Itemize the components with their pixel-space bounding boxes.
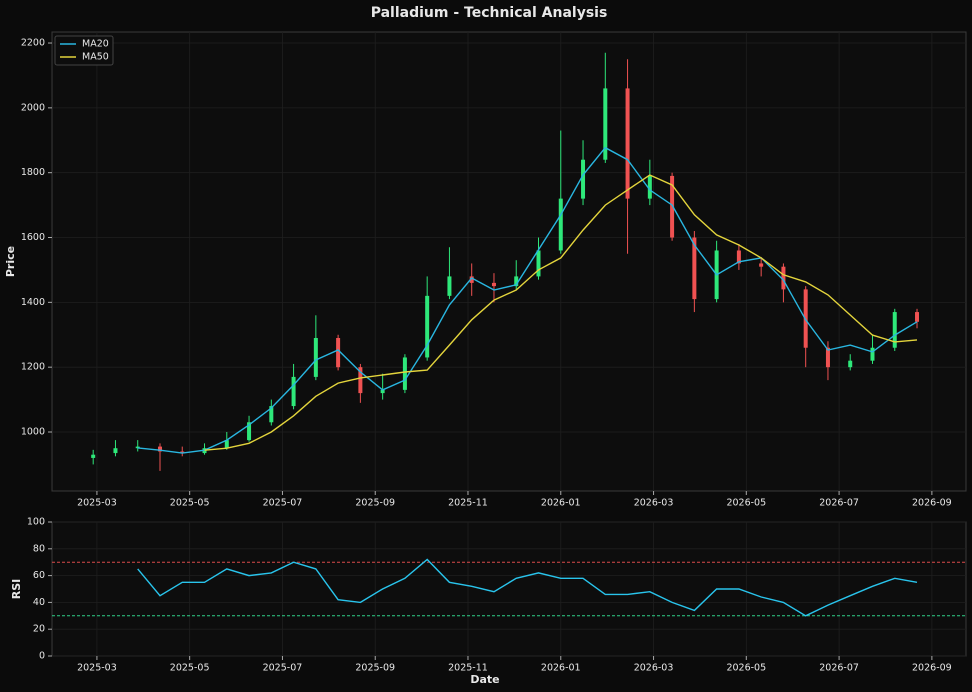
candle-body [892,312,897,348]
candle-body [180,451,185,454]
candle-body [491,282,496,287]
candle-body [825,347,830,368]
x-tick-label: 2025-03 [77,498,117,509]
legend-label: MA50 [82,52,109,63]
candle-body [358,367,363,394]
x-tick-label: 2026-05 [726,498,766,509]
y-tick-label: 60 [33,570,45,581]
x-tick-label: 2025-05 [170,498,210,509]
candle-body [402,357,407,390]
candle-body [469,276,474,283]
y-tick-label: 2200 [21,38,45,49]
x-tick-label: 2026-09 [912,498,952,509]
x-tick-label: 2025-09 [355,498,395,509]
rsi-line [137,558,918,617]
candle-body [336,338,341,368]
x-axis-label: Date [470,673,499,686]
x-tick-label: 2025-09 [355,663,395,674]
candle-body [269,406,274,423]
candle-body [848,360,853,368]
y-tick-label: 2000 [21,102,45,113]
candle-body [915,312,920,322]
x-tick-label: 2026-01 [541,498,581,509]
candle-body [736,250,741,264]
candle-body [157,446,162,452]
ma-line [204,174,918,451]
candle-body [581,159,586,199]
y-tick-label: 1800 [21,167,45,178]
candle-body [759,263,764,267]
candle-body [647,175,652,199]
x-tick-label: 2026-03 [634,663,674,674]
plot-area [51,31,967,492]
candle-body [313,338,318,377]
y-tick-label: 1000 [21,427,45,438]
candle-body [291,376,296,407]
y-axis-label: Price [4,246,17,277]
y-tick-label: 40 [33,597,45,608]
x-tick-label: 2026-09 [912,663,952,674]
candle-body [425,295,430,358]
candle-body [113,448,118,454]
candle-body [870,347,875,361]
x-tick-label: 2025-11 [448,498,488,509]
chart-title: Palladium - Technical Analysis [371,5,608,21]
x-tick-label: 2025-03 [77,663,117,674]
y-tick-label: 80 [33,543,45,554]
x-tick-label: 2025-05 [170,663,210,674]
candle-body [247,422,252,441]
candle-body [603,88,608,160]
legend-label: MA20 [82,39,109,50]
ma-line [137,146,918,454]
y-tick-label: 100 [27,517,45,528]
x-tick-label: 2026-05 [726,663,766,674]
y-tick-label: 20 [33,624,45,635]
candle-body [625,88,630,199]
y-axis-label: RSI [10,579,23,600]
x-tick-label: 2026-03 [634,498,674,509]
y-tick-label: 1400 [21,297,45,308]
candle-body [536,250,541,277]
plot-area [51,521,967,657]
candle-body [781,266,786,290]
candle-body [692,237,697,300]
candle-body [135,446,140,449]
candle-body [91,454,96,458]
y-tick-label: 1600 [21,232,45,243]
candle-body [447,276,452,296]
x-tick-label: 2026-07 [819,663,859,674]
candle-body [670,175,675,238]
candle-body [514,276,519,287]
y-tick-label: 1200 [21,362,45,373]
y-tick-label: 0 [39,651,45,662]
x-tick-label: 2026-01 [541,663,581,674]
candle-body [558,198,563,251]
x-tick-label: 2026-07 [819,498,859,509]
x-tick-label: 2025-11 [448,663,488,674]
x-tick-label: 2025-07 [263,498,303,509]
candle-body [380,389,385,394]
x-tick-label: 2025-07 [263,663,303,674]
candle-body [224,440,229,449]
